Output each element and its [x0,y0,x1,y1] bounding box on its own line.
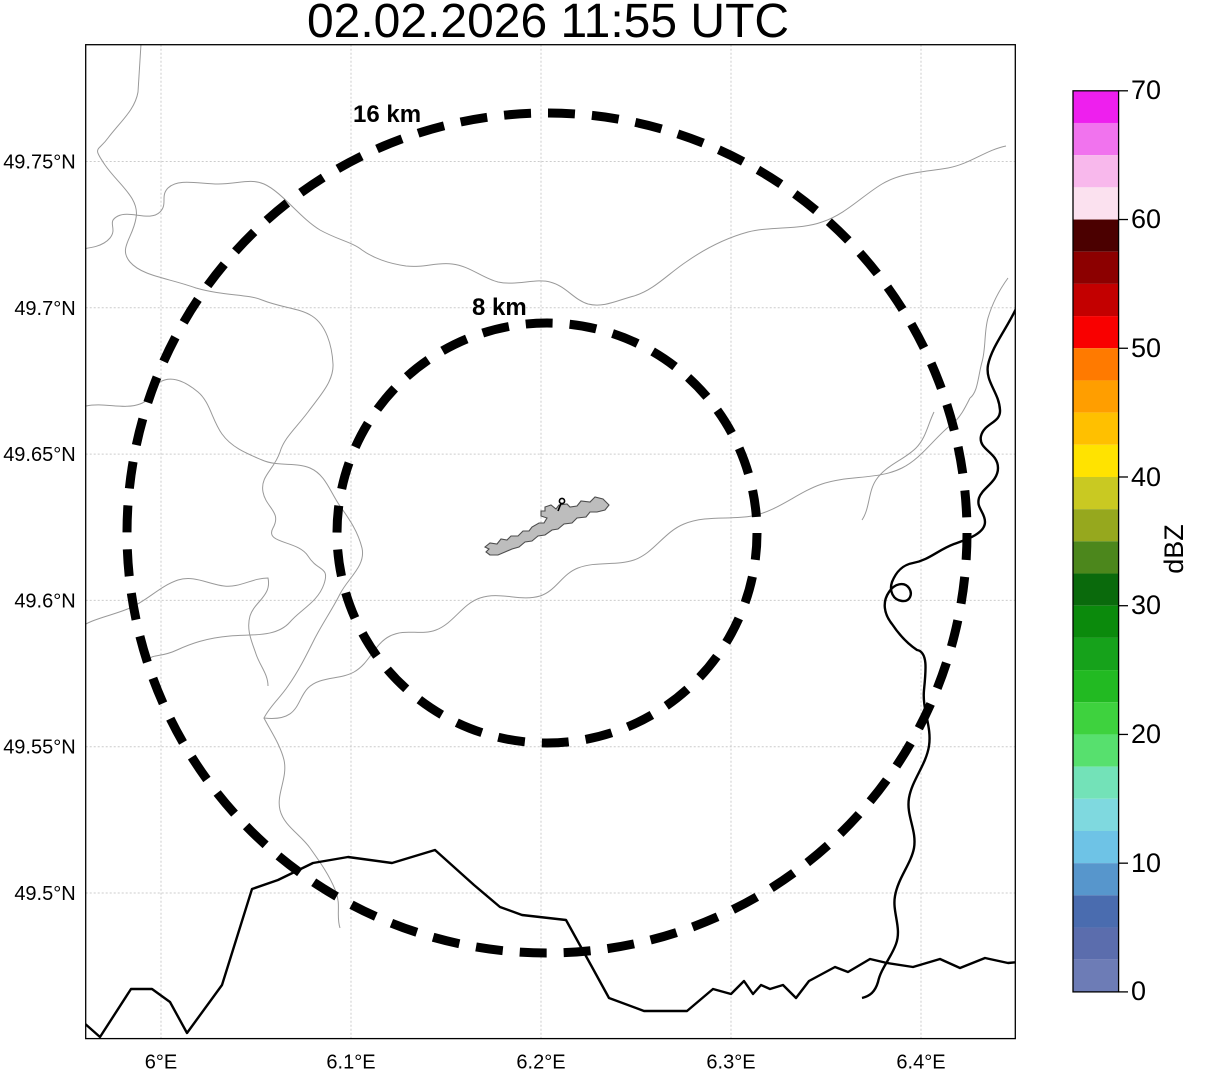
svg-text:60: 60 [1131,204,1161,234]
svg-text:49.75°N: 49.75°N [3,152,76,174]
svg-text:49.65°N: 49.65°N [3,444,76,466]
svg-text:20: 20 [1131,719,1161,749]
svg-text:49.55°N: 49.55°N [3,737,76,759]
svg-text:40: 40 [1131,462,1161,492]
svg-text:49.6°N: 49.6°N [14,590,75,612]
svg-text:0: 0 [1131,976,1146,1006]
svg-text:16 km: 16 km [353,101,421,128]
svg-text:8 km: 8 km [472,294,527,321]
svg-text:6.4°E: 6.4°E [896,1052,945,1073]
svg-text:02.02.2026 11:55 UTC: 02.02.2026 11:55 UTC [307,0,789,48]
svg-text:dBZ: dBZ [1159,524,1189,574]
svg-text:6.1°E: 6.1°E [326,1052,375,1073]
svg-text:49.5°N: 49.5°N [14,883,75,905]
svg-text:30: 30 [1131,590,1161,620]
svg-text:6.3°E: 6.3°E [706,1052,755,1073]
svg-text:6°E: 6°E [145,1052,177,1073]
svg-text:50: 50 [1131,333,1161,363]
svg-text:49.7°N: 49.7°N [14,298,75,320]
svg-text:6.2°E: 6.2°E [516,1052,565,1073]
svg-text:70: 70 [1131,75,1161,105]
svg-text:10: 10 [1131,848,1161,878]
